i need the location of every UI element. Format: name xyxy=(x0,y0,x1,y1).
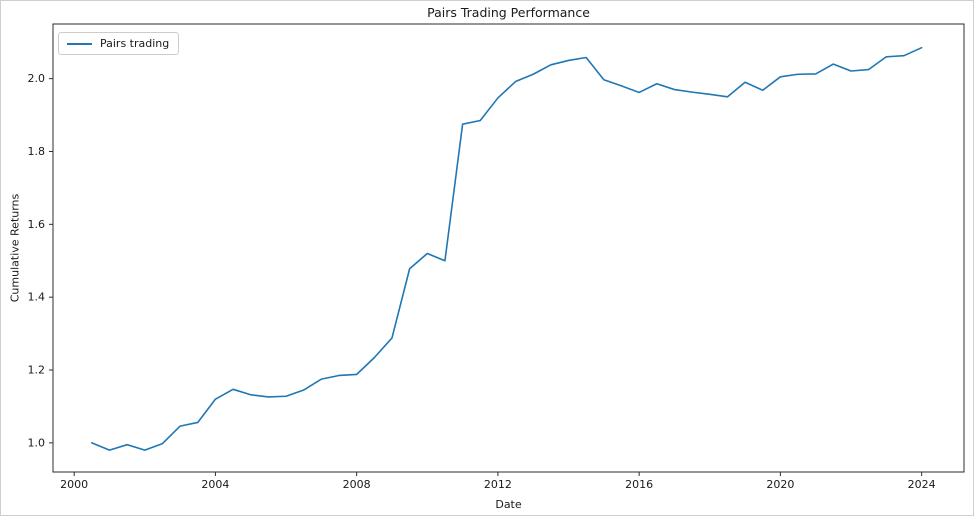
legend: Pairs trading xyxy=(58,32,180,55)
y-tick-label: 1.4 xyxy=(28,291,46,304)
legend-line-icon xyxy=(67,42,92,45)
y-tick-label: 1.0 xyxy=(28,436,46,449)
y-axis-label: Cumulative Returns xyxy=(8,193,22,303)
y-tick-label: 1.2 xyxy=(28,364,46,377)
x-tick-label: 2024 xyxy=(908,478,936,491)
x-tick-label: 2000 xyxy=(60,478,88,491)
series-line-pairs-trading xyxy=(91,46,923,451)
chart-title: Pairs Trading Performance xyxy=(427,5,590,20)
y-tick-label: 1.8 xyxy=(28,145,46,158)
x-tick-label: 2012 xyxy=(484,478,512,491)
x-tick-label: 2008 xyxy=(343,478,371,491)
x-tick-label: 2016 xyxy=(625,478,653,491)
y-tick-label: 2.0 xyxy=(28,72,46,85)
axes-spines xyxy=(52,23,965,473)
x-tick-label: 2020 xyxy=(766,478,794,491)
x-axis-label: Date xyxy=(495,498,522,511)
y-tick-label: 1.6 xyxy=(28,218,46,231)
legend-label: Pairs trading xyxy=(100,37,170,50)
x-tick-label: 2004 xyxy=(201,478,229,491)
